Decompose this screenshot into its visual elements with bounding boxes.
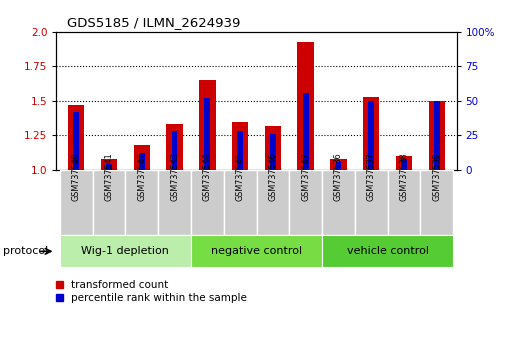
Text: GSM737545: GSM737545 bbox=[235, 153, 245, 201]
Text: GSM737541: GSM737541 bbox=[105, 153, 113, 201]
Bar bbox=[363, 97, 380, 170]
Bar bbox=[303, 93, 309, 170]
Bar bbox=[322, 235, 453, 267]
Text: protocol: protocol bbox=[3, 246, 48, 256]
Text: GSM737537: GSM737537 bbox=[367, 153, 376, 201]
Bar bbox=[368, 101, 374, 170]
Bar bbox=[330, 159, 347, 170]
Text: GDS5185 / ILMN_2624939: GDS5185 / ILMN_2624939 bbox=[67, 16, 240, 29]
Bar bbox=[396, 156, 412, 170]
Bar bbox=[133, 145, 150, 170]
Bar bbox=[429, 101, 445, 170]
Bar bbox=[298, 41, 314, 170]
Bar bbox=[355, 170, 388, 235]
Bar bbox=[270, 134, 276, 170]
Text: negative control: negative control bbox=[211, 246, 302, 256]
Text: GSM737540: GSM737540 bbox=[72, 153, 81, 201]
Bar bbox=[60, 235, 191, 267]
Bar bbox=[401, 159, 407, 170]
Bar bbox=[204, 98, 210, 170]
Bar bbox=[92, 170, 125, 235]
Bar bbox=[237, 131, 243, 170]
Bar bbox=[434, 101, 440, 170]
Text: Wig-1 depletion: Wig-1 depletion bbox=[82, 246, 169, 256]
Bar bbox=[199, 80, 215, 170]
Bar bbox=[139, 153, 145, 170]
Bar bbox=[171, 131, 177, 170]
Text: GSM737539: GSM737539 bbox=[432, 153, 441, 201]
Bar bbox=[322, 170, 355, 235]
Text: GSM737538: GSM737538 bbox=[400, 153, 408, 201]
Bar bbox=[265, 126, 281, 170]
Bar bbox=[191, 235, 322, 267]
Bar bbox=[256, 170, 289, 235]
Text: vehicle control: vehicle control bbox=[347, 246, 429, 256]
Bar bbox=[224, 170, 256, 235]
Bar bbox=[289, 170, 322, 235]
Text: GSM737547: GSM737547 bbox=[301, 153, 310, 201]
Bar bbox=[68, 105, 84, 170]
Text: GSM737544: GSM737544 bbox=[203, 153, 212, 201]
Bar bbox=[191, 170, 224, 235]
Bar bbox=[60, 170, 92, 235]
Legend: transformed count, percentile rank within the sample: transformed count, percentile rank withi… bbox=[51, 276, 251, 308]
Bar bbox=[336, 162, 342, 170]
Bar bbox=[388, 170, 421, 235]
Text: GSM737536: GSM737536 bbox=[334, 153, 343, 201]
Text: GSM737542: GSM737542 bbox=[137, 153, 146, 201]
Bar bbox=[166, 124, 183, 170]
Bar bbox=[421, 170, 453, 235]
Bar bbox=[232, 122, 248, 170]
Text: GSM737546: GSM737546 bbox=[268, 153, 278, 201]
Bar bbox=[73, 112, 79, 170]
Bar bbox=[101, 159, 117, 170]
Bar bbox=[158, 170, 191, 235]
Bar bbox=[125, 170, 158, 235]
Bar bbox=[106, 164, 112, 170]
Text: GSM737543: GSM737543 bbox=[170, 153, 179, 201]
